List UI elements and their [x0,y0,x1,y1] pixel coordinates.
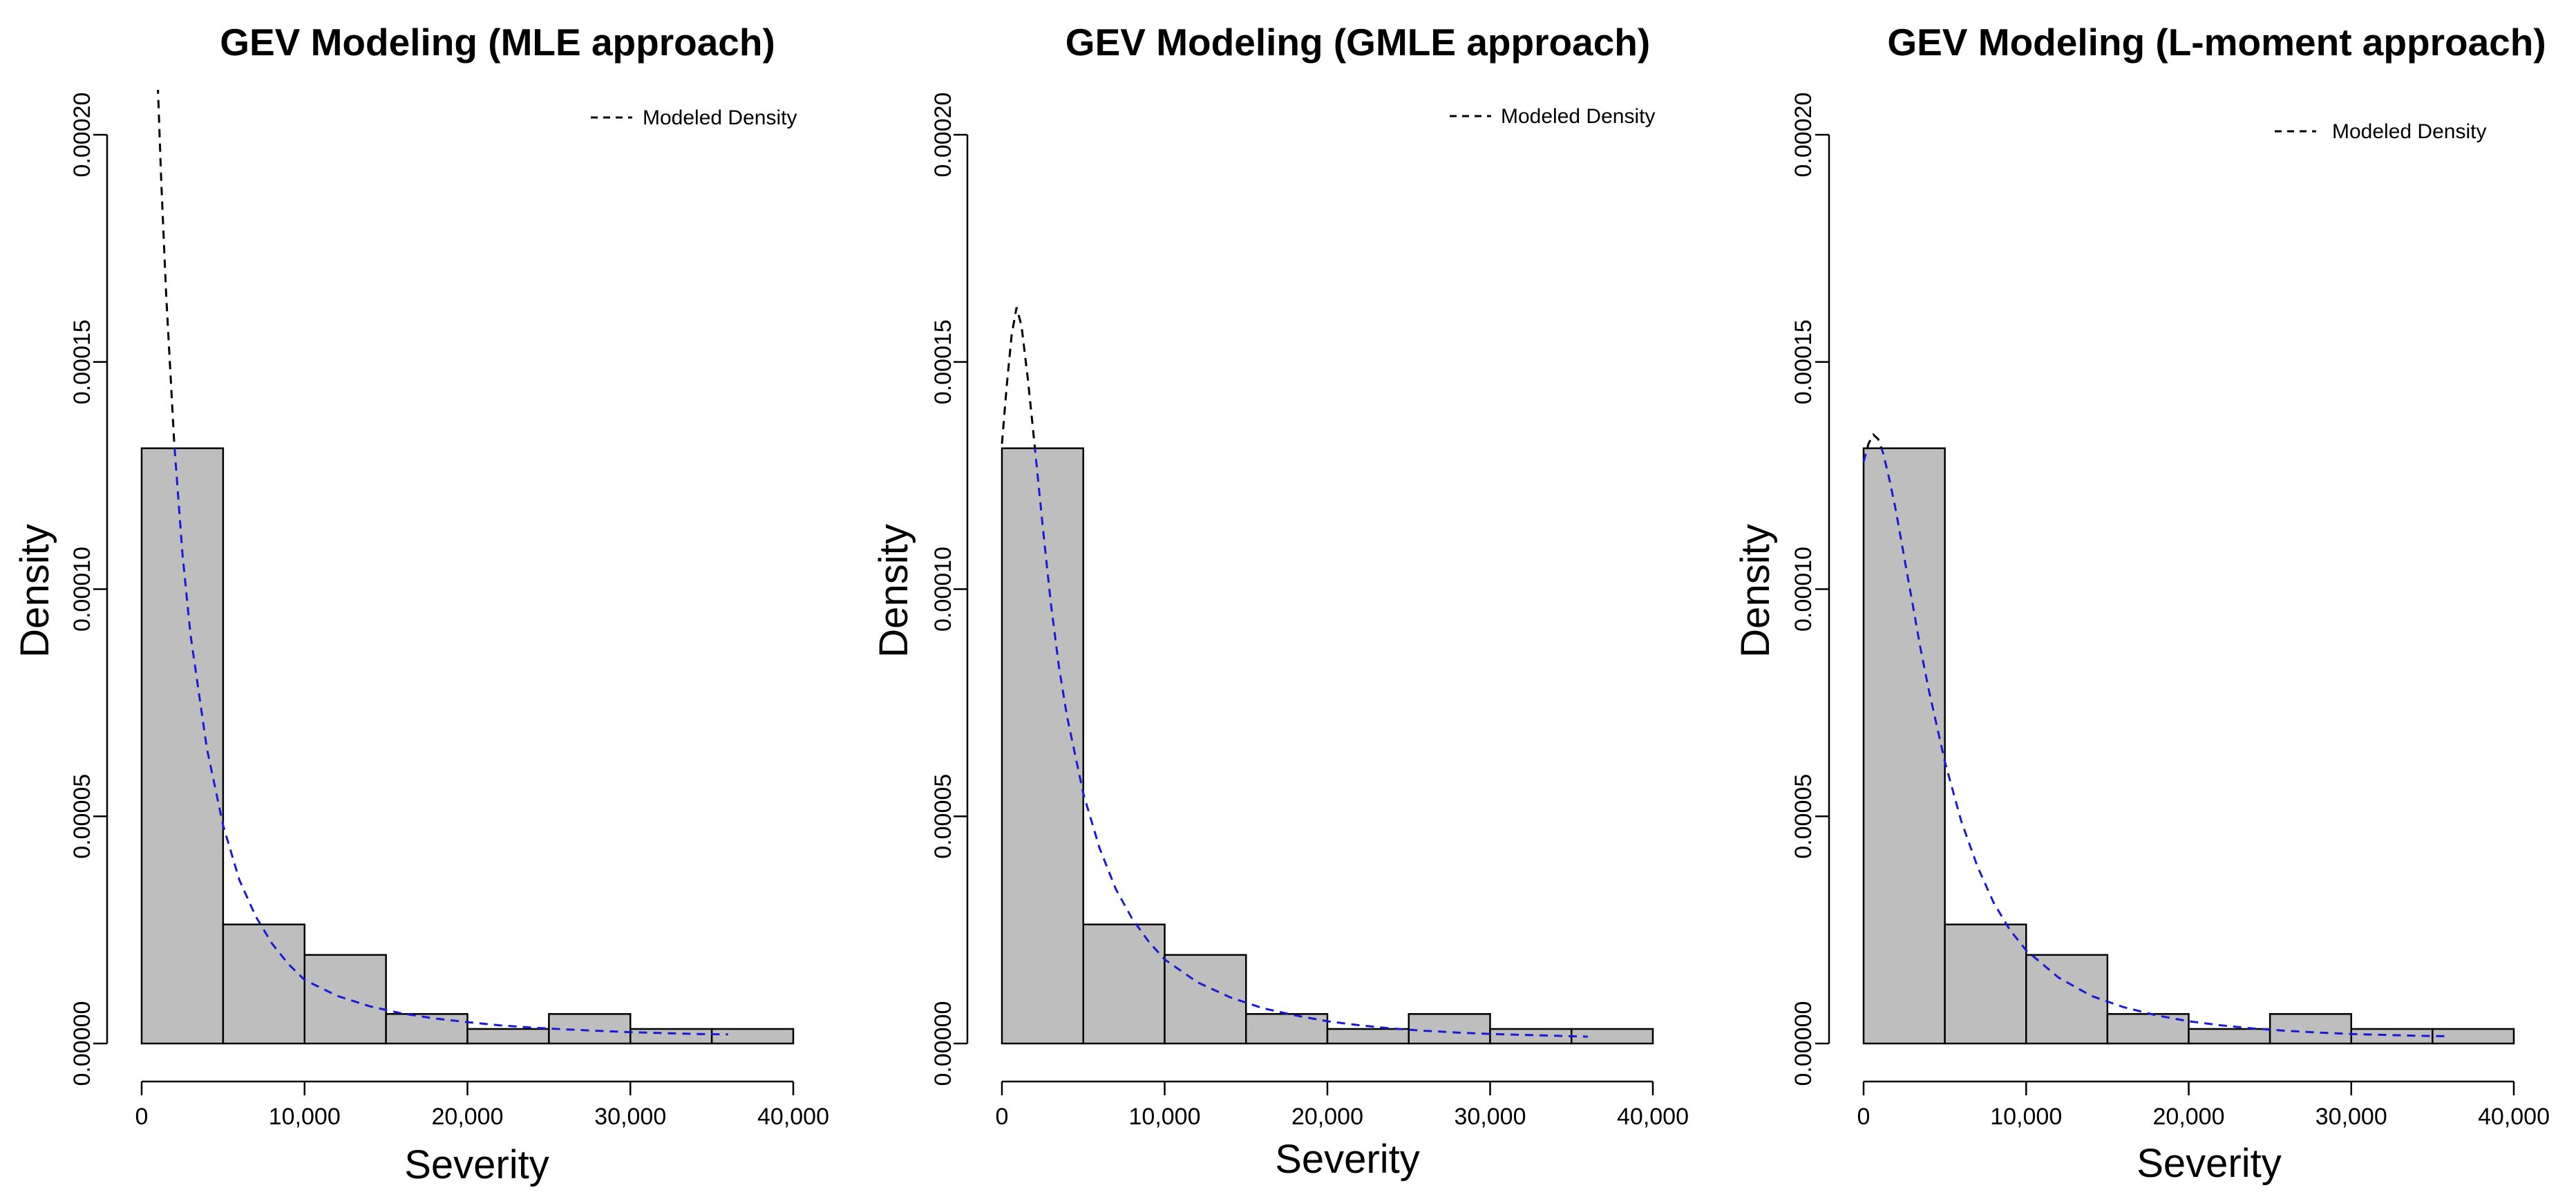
chart-title-lmoment: GEV Modeling (L-moment approach) [1887,21,2546,64]
x-tick-label: 30,000 [1455,1104,1526,1130]
histogram-bar [303,954,387,1045]
y-tick-label: 0.00015 [69,319,95,404]
y-axis-label: Density [871,524,916,657]
x-tick-label: 10,000 [1129,1104,1201,1130]
x-tick-label: 30,000 [2315,1104,2387,1130]
histogram-bar [629,1028,713,1045]
histogram-bar [385,1013,468,1045]
histogram-bar [1001,447,1084,1045]
histogram-bar [466,1028,550,1045]
x-tick-label: 0 [135,1104,149,1130]
y-tick-label: 0.00005 [930,774,956,859]
histogram-bar [1326,1028,1410,1045]
legend-label: Modeled Density [2332,120,2486,143]
histogram-bar [1944,923,2027,1045]
y-tick-label: 0.00015 [930,319,956,404]
x-axis-label: Severity [1275,1137,1420,1182]
x-axis-label: Severity [2137,1141,2282,1186]
legend-label: Modeled Density [1501,105,1655,128]
y-tick-label: 0.00015 [1790,319,1817,404]
y-tick-label: 0.00000 [930,1001,956,1086]
chart-panel-lmoment: GEV Modeling (L-moment approach) 0 10,000 2… [1733,21,2550,1186]
histogram-bar [710,1028,795,1045]
y-tick-label: 0.00020 [930,93,956,178]
histogram-bar [2432,1028,2515,1045]
histogram-bar [140,447,225,1045]
y-tick-label: 0.00010 [1790,547,1817,632]
y-tick-label: 0.00000 [1790,1001,1817,1086]
histogram-bar [2025,954,2109,1045]
x-tick-label: 10,000 [269,1104,341,1130]
legend-gmle: Modeled Density [1450,105,1655,128]
y-tick-label: 0.00010 [69,547,95,632]
chart-panel-gmle: GEV Modeling (GMLE approach) 0 10,000 20,00… [871,21,1689,1182]
x-tick-label: 40,000 [757,1104,829,1130]
histogram-bar [1408,1013,1491,1045]
histogram-bar [2350,1028,2434,1045]
x-tick-label: 20,000 [2153,1104,2225,1130]
x-tick-label: 30,000 [594,1104,666,1130]
x-tick-label: 20,000 [432,1104,504,1130]
x-axis-label: Severity [404,1142,549,1187]
histogram-bar [1082,923,1166,1045]
histogram-bar [2188,1028,2271,1045]
y-tick-label: 0.00000 [69,1001,95,1086]
y-axis-label: Density [1733,524,1778,657]
legend-label: Modeled Density [643,106,797,129]
x-tick-label: 40,000 [1617,1104,1689,1130]
chart-title-mle: GEV Modeling (MLE approach) [220,21,775,64]
y-tick-label: 0.00005 [1790,774,1817,859]
x-tick-label: 10,000 [1990,1104,2062,1130]
legend-mle: Modeled Density [591,106,797,129]
chart-panel-mle: GEV Modeling (MLE approach) 0 10,000 20,000… [12,21,829,1187]
x-tick-label: 0 [1857,1104,1871,1130]
x-tick-label: 20,000 [1291,1104,1363,1130]
density-curve-mle-lower [173,448,728,1036]
y-tick-label: 0.00005 [69,774,95,859]
x-tick-label: 40,000 [2478,1104,2550,1130]
histogram-bar [222,923,305,1045]
histogram-bar [2269,1013,2352,1045]
y-tick-label: 0.00020 [69,93,95,178]
y-tick-label: 0.00010 [930,547,956,632]
y-axis-label: Density [12,524,57,657]
density-curve-lmoment-lower [1862,448,2449,1037]
legend-lmoment: Modeled Density [2275,120,2486,143]
density-curve-gmle-lower [1034,448,1588,1038]
histogram-bar [548,1013,632,1045]
histogram-bar [1862,447,1946,1045]
x-tick-label: 0 [996,1104,1009,1130]
y-tick-label: 0.00020 [1790,93,1817,178]
chart-title-gmle: GEV Modeling (GMLE approach) [1066,21,1650,64]
